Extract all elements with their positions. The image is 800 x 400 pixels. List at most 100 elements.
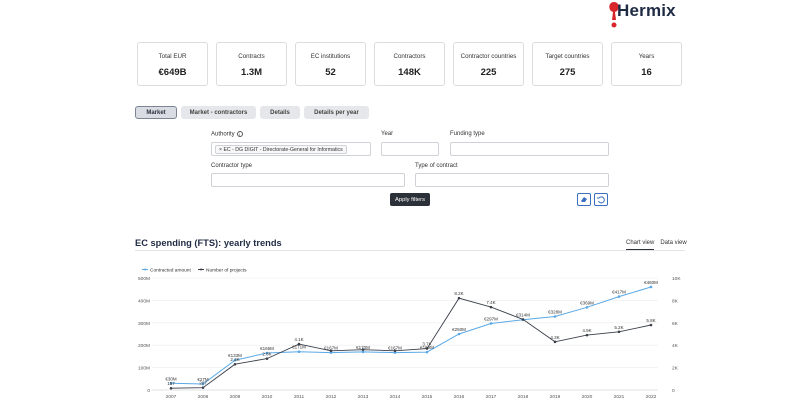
data-point <box>617 330 621 334</box>
chart-data-labels: €30M €27M €133M €165M €171M €167M €170M €167M €1… <box>165 280 658 386</box>
data-label: €165M <box>260 346 274 351</box>
kpi-total-eur: Total EUR €649B <box>137 42 208 86</box>
data-point <box>297 350 301 353</box>
data-point <box>297 342 301 346</box>
data-point <box>265 357 269 360</box>
data-label: €169M <box>420 345 434 350</box>
data-point <box>489 322 493 325</box>
y-left-tick-label: 300M <box>138 321 150 327</box>
data-point <box>393 351 397 354</box>
authority-chip[interactable]: × EC - DG DIGIT - Directorate-General fo… <box>215 145 347 154</box>
data-point <box>553 315 557 318</box>
kpi-contractors: Contractors 148K <box>374 42 445 86</box>
data-label: 157 <box>167 381 175 386</box>
x-tick-label: 2021 <box>614 394 625 400</box>
data-label: 3.7K <box>422 342 431 347</box>
data-label: €417M <box>612 290 626 295</box>
data-point <box>329 349 333 353</box>
data-point <box>585 306 589 309</box>
year-select[interactable] <box>381 142 439 156</box>
kpi-label: Contracts <box>238 53 265 60</box>
tab-details-per-year[interactable]: Details per year <box>304 106 369 119</box>
section-divider <box>135 250 685 251</box>
kpi-ec-institutions: EC institutions 52 <box>295 42 366 86</box>
brand-logo[interactable]: Hermix <box>617 1 676 20</box>
x-tick-label: 2019 <box>550 394 561 400</box>
chart-view-toggle[interactable]: Chart view <box>626 240 655 250</box>
x-tick-label: 2008 <box>198 394 209 400</box>
data-point <box>233 358 237 362</box>
authority-select[interactable]: × EC - DG DIGIT - Directorate-General fo… <box>211 142 371 156</box>
x-tick-label: 2009 <box>230 394 241 400</box>
data-point <box>553 340 557 344</box>
x-tick-label: 2017 <box>486 394 497 400</box>
data-label: 5.8K <box>646 318 655 323</box>
kpi-value: 1.3M <box>240 67 263 78</box>
tab-market-contractors[interactable]: Market - contractors <box>181 106 256 119</box>
reset-button[interactable] <box>594 193 608 206</box>
data-label: €314M <box>516 313 530 318</box>
data-label: €167M <box>324 346 338 351</box>
data-view-toggle[interactable]: Data view <box>660 240 687 246</box>
kpi-label: EC institutions <box>310 53 351 60</box>
data-point <box>425 347 429 350</box>
info-icon[interactable]: i <box>236 131 243 137</box>
data-label: €30M <box>165 376 177 381</box>
funding-type-label: Funding type <box>450 131 485 137</box>
y-right-tick-label: 2K <box>672 366 679 372</box>
data-point <box>393 349 397 353</box>
y-left-tick-label: 400M <box>138 298 150 304</box>
y-right-tick-label: 8K <box>672 298 679 304</box>
kpi-years: Years 16 <box>611 42 682 86</box>
chart-series <box>169 285 653 390</box>
year-label: Year <box>381 131 394 137</box>
chart-grid <box>152 277 658 391</box>
apply-filters-button[interactable]: Apply filters <box>390 193 430 206</box>
data-point <box>585 333 589 337</box>
kpi-target-countries: Target countries 275 <box>532 42 603 86</box>
kpi-value: 275 <box>559 67 576 78</box>
funding-type-select[interactable] <box>450 142 609 156</box>
data-label: €460M <box>644 280 658 285</box>
data-label: 4.1K <box>294 337 303 342</box>
data-label: 8.2K <box>454 291 463 296</box>
number-of-projects-line <box>170 297 652 389</box>
legend-marker <box>144 268 146 271</box>
y-right-tick-label: 10K <box>672 276 681 282</box>
data-point <box>617 295 621 298</box>
data-label: 207 <box>199 381 207 386</box>
data-point <box>169 381 173 385</box>
chart-section-title: EC spending (FTS): yearly trends <box>135 238 282 248</box>
data-point <box>233 362 237 366</box>
data-point <box>265 351 269 355</box>
data-point <box>457 332 461 336</box>
tab-market[interactable]: Market <box>135 106 177 119</box>
data-label: €297M <box>484 316 498 321</box>
chart-legend: Contracted amount Number of projects <box>142 267 247 273</box>
kpi-label: Years <box>638 53 655 60</box>
x-tick-label: 2015 <box>422 394 433 400</box>
kpi-contractor-countries: Contractor countries 225 <box>453 42 524 86</box>
chart-axes: 0 0 100M 2K 200M 4K 300M 6K 400M 8K 500M 10K 2007 200… <box>138 276 681 400</box>
data-label: 4.3K <box>550 335 559 340</box>
x-tick-label: 2022 <box>646 394 657 400</box>
x-tick-label: 2011 <box>294 394 305 400</box>
contracted-amount-line <box>170 286 652 385</box>
data-label: €250M <box>452 327 466 332</box>
y-right-tick-label: 0 <box>672 388 675 394</box>
kpi-value: 225 <box>480 67 497 78</box>
tab-details[interactable]: Details <box>260 106 300 119</box>
data-label: 4.9K <box>582 328 591 333</box>
data-label: 2.8K <box>262 352 271 357</box>
contractor-type-select[interactable] <box>211 173 405 187</box>
kpi-label: Target countries <box>545 53 590 60</box>
y-right-tick-label: 4K <box>672 343 679 349</box>
data-point <box>649 323 653 327</box>
eraser-button[interactable] <box>577 193 591 206</box>
contract-type-select[interactable] <box>415 173 609 187</box>
x-tick-label: 2014 <box>390 394 401 400</box>
y-left-tick-label: 0 <box>147 388 150 394</box>
data-label: €328M <box>548 310 562 315</box>
kpi-value: 16 <box>641 67 652 78</box>
kpi-contracts: Contracts 1.3M <box>216 42 287 86</box>
